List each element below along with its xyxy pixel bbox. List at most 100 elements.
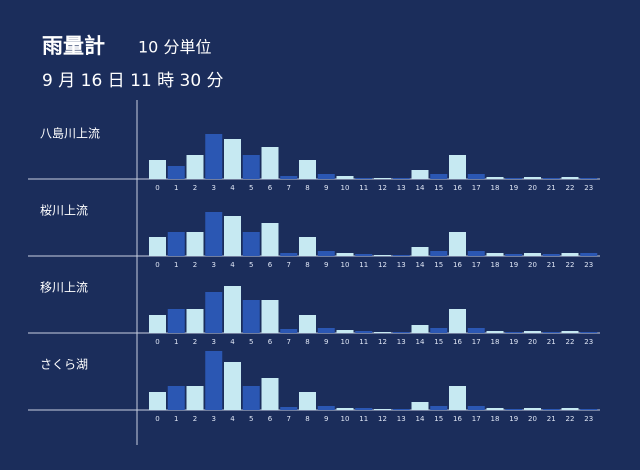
bar [486, 177, 504, 179]
bar [392, 178, 410, 179]
bar [336, 176, 354, 179]
bar [280, 253, 298, 256]
x-tick-label: 15 [434, 338, 443, 346]
x-tick-label: 20 [528, 415, 537, 423]
x-tick-label: 2 [193, 261, 197, 269]
x-tick-label: 17 [472, 261, 481, 269]
bar [542, 332, 560, 333]
bar [336, 330, 354, 333]
bar [542, 254, 560, 256]
bar [430, 328, 448, 333]
x-tick-label: 15 [434, 261, 443, 269]
bar [280, 329, 298, 333]
x-tick-label: 6 [268, 184, 273, 192]
x-tick-label: 18 [491, 338, 500, 346]
bar [561, 253, 579, 256]
x-tick-label: 20 [528, 184, 537, 192]
bar [280, 407, 298, 410]
bar [524, 331, 541, 333]
x-tick-label: 13 [397, 261, 406, 269]
x-tick-label: 9 [324, 184, 328, 192]
bar [186, 309, 204, 333]
bar [242, 155, 260, 179]
bar [205, 351, 223, 410]
x-tick-label: 3 [212, 184, 216, 192]
x-tick-label: 19 [509, 338, 518, 346]
x-tick-label: 12 [378, 338, 387, 346]
bar [336, 408, 354, 410]
x-tick-label: 7 [287, 338, 291, 346]
x-tick-label: 5 [249, 338, 253, 346]
bar [317, 174, 335, 179]
bar [524, 408, 541, 410]
x-tick-label: 21 [547, 338, 556, 346]
bar [317, 406, 335, 410]
bar [186, 155, 204, 179]
bar [261, 300, 279, 333]
x-tick-label: 7 [287, 184, 291, 192]
x-tick-label: 8 [305, 338, 309, 346]
x-tick-label: 7 [287, 415, 291, 423]
bar [224, 286, 241, 333]
bar [167, 166, 185, 179]
bar [261, 147, 279, 179]
bar [467, 174, 485, 179]
x-tick-label: 17 [472, 338, 481, 346]
bar [205, 212, 223, 256]
bar [374, 255, 391, 256]
bar [186, 386, 204, 410]
x-tick-label: 22 [566, 415, 575, 423]
x-tick-label: 0 [155, 184, 159, 192]
x-tick-label: 16 [453, 415, 462, 423]
x-tick-label: 23 [584, 261, 593, 269]
x-tick-label: 7 [287, 261, 291, 269]
x-tick-label: 19 [509, 261, 518, 269]
panel-label: 桜川上流 [40, 204, 88, 218]
bar [580, 409, 598, 410]
bar [242, 232, 260, 256]
x-tick-label: 10 [341, 415, 350, 423]
x-tick-label: 13 [397, 338, 406, 346]
bar [430, 251, 448, 256]
x-tick-label: 1 [174, 184, 178, 192]
bar [149, 237, 166, 256]
x-tick-label: 4 [230, 184, 235, 192]
x-tick-label: 1 [174, 261, 178, 269]
x-tick-label: 20 [528, 338, 537, 346]
x-tick-label: 12 [378, 184, 387, 192]
x-tick-label: 9 [324, 415, 328, 423]
x-tick-label: 12 [378, 415, 387, 423]
bar [355, 254, 373, 256]
bar [449, 309, 466, 333]
x-tick-label: 1 [174, 415, 178, 423]
x-tick-label: 1 [174, 338, 178, 346]
bar [505, 254, 523, 256]
bar [242, 300, 260, 333]
bar [299, 160, 316, 179]
bar [317, 251, 335, 256]
bar [167, 309, 185, 333]
x-tick-label: 18 [491, 261, 500, 269]
x-tick-label: 15 [434, 415, 443, 423]
bar [505, 332, 523, 333]
x-tick-label: 23 [584, 338, 593, 346]
bar [561, 408, 579, 410]
x-tick-label: 14 [416, 338, 425, 346]
x-tick-label: 19 [509, 184, 518, 192]
x-tick-label: 23 [584, 184, 593, 192]
bar [374, 409, 391, 410]
x-tick-label: 8 [305, 184, 309, 192]
bar [505, 409, 523, 410]
x-tick-label: 8 [305, 261, 309, 269]
bar [449, 155, 466, 179]
bar [299, 392, 316, 410]
bar [467, 328, 485, 333]
bar [299, 315, 316, 333]
x-tick-label: 22 [566, 261, 575, 269]
bar [336, 253, 354, 256]
bar [505, 178, 523, 179]
x-tick-label: 13 [397, 184, 406, 192]
x-tick-label: 16 [453, 261, 462, 269]
bar [149, 392, 166, 410]
